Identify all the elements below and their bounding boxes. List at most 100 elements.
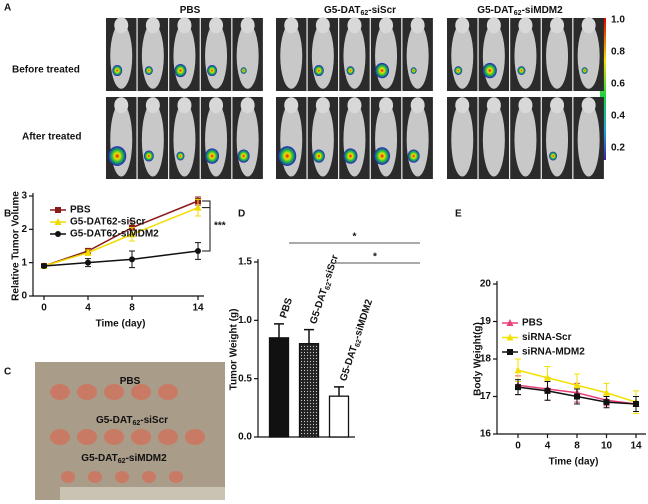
colorbar-label: 0.4 bbox=[611, 111, 625, 122]
y-tick-label: 1.0 bbox=[238, 315, 252, 326]
bracket bbox=[202, 200, 211, 252]
label-part: -siMDM2 bbox=[126, 453, 168, 464]
mouse-head bbox=[550, 97, 565, 114]
series-line bbox=[43, 200, 199, 267]
mouse-head bbox=[379, 17, 394, 34]
photo-label: PBS bbox=[120, 376, 141, 387]
mouse-head bbox=[581, 97, 596, 114]
mouse bbox=[577, 102, 600, 177]
label-part: G5-DAT bbox=[324, 5, 360, 16]
mouse-head bbox=[410, 97, 425, 114]
group-label: G5-DAT62-siScr bbox=[324, 5, 396, 18]
mouse bbox=[451, 102, 474, 177]
bar bbox=[328, 395, 350, 438]
label-part: 62 bbox=[355, 339, 364, 349]
x-axis-label: Time (day) bbox=[96, 319, 146, 330]
marker bbox=[55, 207, 61, 213]
signal bbox=[581, 67, 588, 74]
legend-label: siRNA-MDM2 bbox=[522, 347, 585, 358]
mouse-head bbox=[315, 17, 330, 34]
signal bbox=[482, 62, 497, 79]
label-part: G5-DAT bbox=[96, 415, 132, 426]
mouse-head bbox=[410, 17, 425, 34]
y-tick-label: 0 bbox=[21, 291, 27, 302]
mouse-head bbox=[177, 97, 192, 114]
label-part: -siMDM2 bbox=[352, 298, 375, 341]
mouse-head bbox=[581, 17, 596, 34]
marker bbox=[55, 231, 61, 237]
row-label: Before treated bbox=[12, 65, 80, 76]
error-bar bbox=[274, 323, 284, 338]
photo-label: G5-DAT62-siMDM2 bbox=[81, 453, 167, 466]
mouse-head bbox=[284, 97, 299, 114]
y-tick-label: 3 bbox=[21, 191, 27, 202]
y-tick-label: 17 bbox=[480, 391, 492, 402]
y-tick-label: 18 bbox=[480, 354, 492, 365]
colorbar-label: 1.0 bbox=[611, 15, 625, 26]
significance-label: * bbox=[353, 232, 357, 243]
marker bbox=[195, 248, 201, 254]
y-tick-label: 20 bbox=[480, 279, 492, 290]
marker bbox=[128, 230, 136, 238]
panel-label: B bbox=[4, 209, 11, 220]
marker bbox=[633, 401, 639, 407]
mouse-head bbox=[284, 17, 299, 34]
label-part: 62 bbox=[360, 10, 368, 17]
y-tick-label: 0.5 bbox=[238, 373, 252, 384]
marker bbox=[54, 218, 62, 225]
y-axis-label: Tumor Weight (g) bbox=[229, 309, 240, 391]
mouse bbox=[205, 102, 228, 177]
tumor bbox=[158, 384, 178, 400]
marker bbox=[603, 399, 610, 406]
mouse-head bbox=[518, 17, 533, 34]
x-tick-label: 14 bbox=[630, 441, 642, 452]
mouse-head bbox=[379, 97, 394, 114]
mouse bbox=[236, 102, 259, 177]
x-tick-label: 8 bbox=[129, 303, 135, 314]
signal bbox=[517, 66, 526, 75]
signal bbox=[374, 147, 391, 165]
colorbar-label: 0.8 bbox=[611, 47, 625, 58]
series-line bbox=[43, 206, 199, 267]
tumor bbox=[131, 384, 151, 400]
y-tick-label: 1 bbox=[21, 257, 27, 268]
tumor bbox=[185, 429, 205, 445]
marker bbox=[84, 248, 92, 256]
mouse-head bbox=[209, 17, 224, 34]
mouse-head bbox=[486, 17, 501, 34]
mouse bbox=[280, 102, 303, 177]
signal bbox=[174, 63, 187, 78]
legend-label: PBS bbox=[70, 205, 91, 216]
marker bbox=[514, 366, 522, 374]
marker bbox=[194, 203, 202, 211]
mouse-head bbox=[177, 17, 192, 34]
mouse-head bbox=[315, 97, 330, 114]
row-label: After treated bbox=[22, 132, 81, 143]
colorbar-label: 0.6 bbox=[611, 79, 625, 90]
tumor bbox=[88, 471, 102, 483]
y-tick-label: 1.5 bbox=[238, 257, 252, 268]
tumor bbox=[131, 429, 151, 445]
legend-label: PBS bbox=[522, 318, 543, 329]
mouse bbox=[375, 102, 398, 177]
marker bbox=[41, 263, 47, 269]
mouse-head bbox=[114, 97, 129, 114]
label-part: PBS bbox=[180, 5, 201, 16]
y-tick-label: 19 bbox=[480, 316, 492, 327]
mouse bbox=[110, 102, 133, 177]
marker bbox=[506, 319, 514, 326]
signal bbox=[143, 150, 154, 162]
marker bbox=[85, 259, 91, 266]
signal bbox=[346, 66, 355, 75]
label-part: -siMDM2 bbox=[522, 5, 564, 16]
signal bbox=[375, 62, 390, 79]
mouse bbox=[141, 102, 164, 177]
signal bbox=[549, 151, 558, 161]
signal bbox=[237, 149, 250, 163]
x-tick-label: 4 bbox=[545, 441, 551, 452]
bar-label: G5-DAT62-siMDM2 bbox=[338, 298, 377, 384]
legend-label: siRNA-Scr bbox=[522, 332, 572, 343]
x-tick-label: 4 bbox=[85, 303, 91, 314]
marker bbox=[603, 388, 610, 396]
bar-label: G5-DAT62-siScr bbox=[308, 253, 342, 326]
